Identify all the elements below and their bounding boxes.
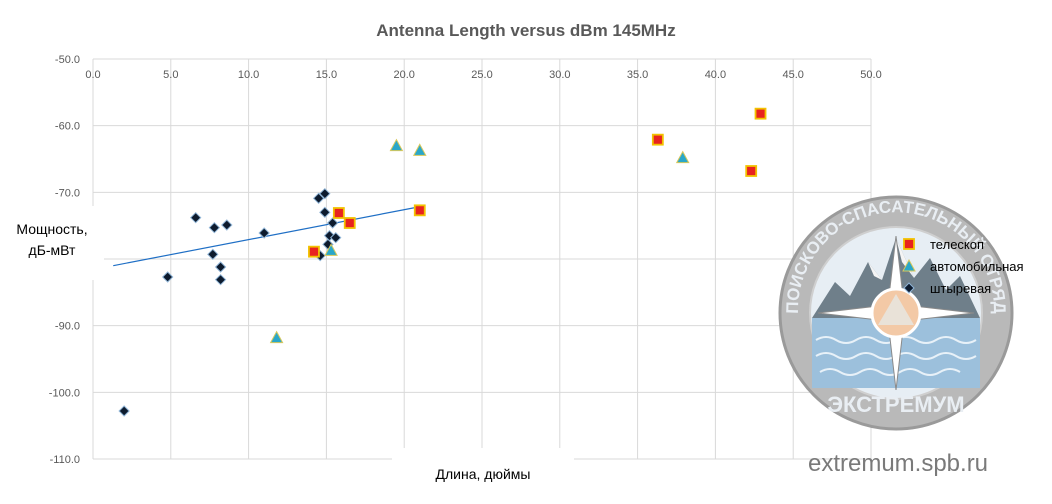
legend-label: штыревая — [930, 281, 991, 296]
x-tick-label: 20.0 — [393, 69, 414, 81]
x-tick-label: 0.0 — [85, 69, 100, 81]
emblem-bottom-text: ЭКСТРЕМУМ — [827, 392, 964, 417]
point-square — [308, 245, 320, 258]
x-tick-label: 10.0 — [238, 69, 259, 81]
point-square — [332, 207, 345, 219]
x-tick-label: 50.0 — [860, 69, 881, 81]
y-tick-label: -50.0 — [55, 54, 80, 66]
point-diamond — [214, 261, 227, 273]
point-square — [343, 217, 356, 229]
y-tick-label: -110.0 — [50, 454, 80, 466]
x-tick-label: 40.0 — [705, 69, 726, 81]
point-diamond — [326, 217, 339, 229]
x-label-box — [392, 448, 574, 488]
y-tick-label: -60.0 — [55, 121, 80, 133]
y-tick-label: -70.0 — [55, 187, 80, 199]
legend-marker-square — [903, 238, 915, 250]
chart-title: Antenna Length versus dBm 145MHz — [376, 21, 675, 40]
data-points — [118, 107, 767, 417]
legend-marker-diamond — [903, 282, 915, 294]
legend: телескоп автомобильная штыревая — [902, 237, 1024, 296]
point-diamond — [208, 221, 221, 234]
point-triangle — [412, 143, 427, 156]
point-diamond — [319, 187, 331, 200]
x-tick-label: 15.0 — [316, 69, 337, 81]
x-tick-label: 25.0 — [471, 69, 492, 81]
y-axis-label-line2: дБ-мВт — [29, 242, 77, 258]
point-triangle — [675, 150, 690, 164]
point-diamond — [189, 211, 202, 224]
y-label-box — [0, 206, 104, 280]
point-diamond — [207, 248, 219, 261]
watermark-url: extremum.spb.ru — [808, 450, 988, 477]
point-square — [651, 133, 664, 146]
x-tick-label: 45.0 — [782, 69, 803, 81]
point-diamond — [258, 227, 270, 239]
x-tick-labels: 0.0 5.0 10.0 15.0 20.0 25.0 30.0 35.0 40.0 45.0 50… — [85, 69, 881, 81]
point-triangle — [324, 243, 338, 256]
point-diamond — [214, 273, 227, 286]
point-diamond — [319, 206, 331, 219]
y-tick-label: -90.0 — [55, 321, 80, 333]
point-square — [745, 165, 758, 177]
x-tick-label: 30.0 — [549, 69, 570, 81]
point-triangle — [389, 138, 404, 152]
x-tick-label: 5.0 — [163, 69, 178, 81]
point-diamond — [221, 219, 233, 231]
y-tick-label: -100.0 — [49, 387, 80, 399]
y-axis-label-line1: Мощность, — [16, 221, 87, 237]
x-tick-label: 35.0 — [627, 69, 648, 81]
point-diamond — [118, 405, 130, 417]
point-diamond — [330, 231, 342, 244]
legend-label: автомобильная — [930, 259, 1024, 274]
point-diamond — [312, 192, 325, 205]
point-square — [413, 204, 426, 217]
point-diamond — [161, 271, 174, 283]
extremum-emblem-watermark: ПОИСКОВО-СПАСАТЕЛЬНЫЙ ОТРЯД ЭКСТРЕМУМ — [778, 195, 1014, 431]
legend-label: телескоп — [930, 237, 984, 252]
x-axis-label: Длина, дюймы — [436, 466, 531, 482]
point-triangle — [269, 330, 284, 344]
point-square — [754, 107, 767, 120]
legend-marker-triangle — [902, 258, 916, 272]
